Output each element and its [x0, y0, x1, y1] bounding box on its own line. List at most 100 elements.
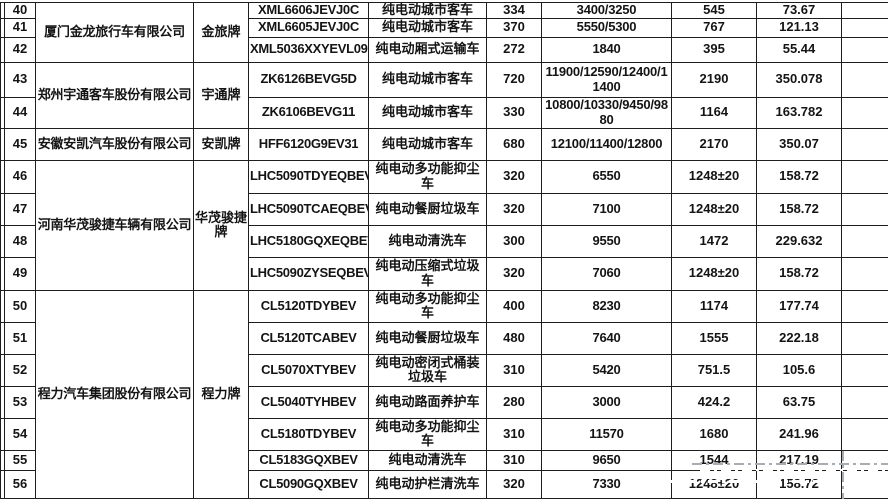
value2-dimensions-cell: 7330: [541, 469, 672, 499]
value4-cell: 158.72: [756, 159, 842, 194]
value2-dimensions-cell: 9550: [541, 224, 672, 258]
vehicle-type-cell: 纯电动城市客车: [368, 127, 487, 161]
model-code-cell: XML6606JEVJ0C: [248, 2, 369, 19]
value2-dimensions-cell: 6550: [541, 159, 672, 194]
row-number-cell: 42: [4, 36, 36, 63]
table-row: 45 安徽安凯汽车股份有限公司 安凯牌 HFF6120G9EV31 纯电动城市客车 …: [0, 127, 888, 161]
empty-cell: [841, 385, 888, 419]
value1-cell: 480: [486, 321, 542, 355]
value2-dimensions-cell: 1840: [541, 36, 672, 63]
row-number-cell: 40: [4, 2, 36, 19]
value2-dimensions-cell: 5420: [541, 353, 672, 387]
value2-dimensions-cell: 3400/3250: [541, 2, 672, 19]
empty-cell: [841, 449, 888, 471]
value1-cell: 300: [486, 224, 542, 258]
value1-cell: 330: [486, 96, 542, 129]
value4-cell: 158.72: [756, 469, 842, 499]
value2-dimensions-cell: 11900/12590/12400/11400: [541, 61, 672, 98]
row-number-cell: 50: [4, 289, 36, 323]
company-name-cell: 河南华茂骏捷车辆有限公司: [35, 159, 194, 291]
table-row: 52 CL5070XTYBEV 纯电动密闭式桶装垃圾车 310 5420 751…: [0, 353, 888, 387]
value4-cell: 121.13: [756, 17, 842, 38]
table-row: 40 厦门金龙旅行车有限公司 金旅牌 XML6606JEVJ0C 纯电动城市客车 3…: [0, 2, 888, 63]
value1-cell: 400: [486, 289, 542, 323]
value3-cell: 2170: [671, 127, 757, 161]
value1-cell: 370: [486, 17, 542, 38]
empty-cell: [841, 289, 888, 323]
value4-cell: 55.44: [756, 36, 842, 63]
vehicle-type-cell: 纯电动城市客车: [368, 96, 487, 129]
row-number-cell: 52: [4, 353, 36, 387]
model-code-cell: HFF6120G9EV31: [248, 127, 369, 161]
value1-cell: 320: [486, 256, 542, 291]
value3-cell: 1248±20: [671, 159, 757, 194]
table-row: 43 郑州宇通客车股份有限公司 宇通牌 ZK6126BEVG5D 纯电动城市客车 7…: [0, 61, 888, 129]
vehicle-type-cell: 纯电动餐厨垃圾车: [368, 321, 487, 355]
row-number-cell: 53: [4, 385, 36, 419]
value1-cell: 320: [486, 159, 542, 194]
value2-dimensions-cell: 7640: [541, 321, 672, 355]
value2-dimensions-cell: 9650: [541, 449, 672, 471]
brand-cell: 金旅牌: [193, 2, 249, 63]
empty-cell: [841, 224, 888, 258]
model-code-cell: XML5036XXYEVL09: [248, 36, 369, 63]
empty-cell: [841, 417, 888, 451]
value3-cell: 1174: [671, 289, 757, 323]
model-code-cell: CL5070XTYBEV: [248, 353, 369, 387]
value4-cell: 105.6: [756, 353, 842, 387]
row-number-cell: 49: [4, 256, 36, 291]
empty-cell: [841, 36, 888, 63]
value4-cell: 73.67: [756, 2, 842, 19]
table-row: 54 CL5180TDYBEV 纯电动多功能抑尘车 310 11570 1680…: [0, 417, 888, 451]
empty-cell: [841, 192, 888, 226]
value4-cell: 63.75: [756, 385, 842, 419]
model-code-cell: LHC5090TDYEQBEV: [248, 159, 369, 194]
row-number-cell: 44: [4, 96, 36, 129]
company-name-cell: 厦门金龙旅行车有限公司: [35, 2, 194, 63]
value3-cell: 1248±20: [671, 192, 757, 226]
row-number-cell: 51: [4, 321, 36, 355]
row-number-cell: 46: [4, 159, 36, 194]
vehicle-type-cell: 纯电动护栏清洗车: [368, 469, 487, 499]
value4-cell: 350.07: [756, 127, 842, 161]
empty-cell: [841, 159, 888, 194]
value1-cell: 310: [486, 353, 542, 387]
value3-cell: 767: [671, 17, 757, 38]
vehicle-type-cell: 纯电动多功能抑尘车: [368, 417, 487, 451]
empty-cell: [841, 17, 888, 38]
company-name-cell: 安徽安凯汽车股份有限公司: [35, 127, 194, 161]
table-row: 46 河南华茂骏捷车辆有限公司 华茂骏捷牌 LHC5090TDYEQBEV 纯电动多…: [0, 159, 888, 291]
company-name-cell: 郑州宇通客车股份有限公司: [35, 61, 194, 129]
brand-cell: 安凯牌: [193, 127, 249, 161]
model-code-cell: LHC5090TCAEQBEV: [248, 192, 369, 226]
row-number-cell: 56: [4, 469, 36, 499]
empty-cell: [841, 321, 888, 355]
vehicle-type-cell: 纯电动餐厨垃圾车: [368, 192, 487, 226]
row-number-cell: 54: [4, 417, 36, 451]
value3-cell: 424.2: [671, 385, 757, 419]
table-row: 47 LHC5090TCAEQBEV 纯电动餐厨垃圾车 320 7100 124…: [0, 192, 888, 226]
value3-cell: 1555: [671, 321, 757, 355]
value2-dimensions-cell: 7100: [541, 192, 672, 226]
model-code-cell: CL5040TYHBEV: [248, 385, 369, 419]
vehicle-type-cell: 纯电动城市客车: [368, 2, 487, 19]
value3-cell: 1248±20: [671, 256, 757, 291]
brand-cell: 宇通牌: [193, 61, 249, 129]
value4-cell: 217.19: [756, 449, 842, 471]
vehicle-type-cell: 纯电动多功能抑尘车: [368, 289, 487, 323]
value3-cell: 1472: [671, 224, 757, 258]
vehicle-type-cell: 纯电动清洗车: [368, 224, 487, 258]
model-code-cell: XML6605JEVJ0C: [248, 17, 369, 38]
value3-cell: 2190: [671, 61, 757, 98]
vehicle-type-cell: 纯电动压缩式垃圾车: [368, 256, 487, 291]
row-number-cell: 48: [4, 224, 36, 258]
value1-cell: 310: [486, 449, 542, 471]
model-code-cell: CL5120TCABEV: [248, 321, 369, 355]
vehicle-type-cell: 纯电动清洗车: [368, 449, 487, 471]
model-code-cell: LHC5180GQXEQBEV: [248, 224, 369, 258]
table-row: 49 LHC5090ZYSEQBEV 纯电动压缩式垃圾车 320 7060 12…: [0, 256, 888, 291]
row-number-cell: 47: [4, 192, 36, 226]
value2-dimensions-cell: 7060: [541, 256, 672, 291]
